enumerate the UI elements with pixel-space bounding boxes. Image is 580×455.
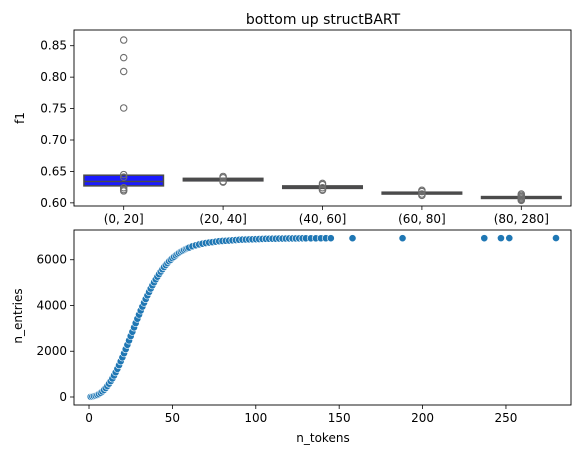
box-outlier <box>119 36 128 44</box>
x-tick-label: (60, 80] <box>398 212 446 226</box>
y-tick-label: 0.85 <box>40 39 67 53</box>
box-outlier <box>119 170 128 179</box>
y-tick-label: 2000 <box>36 344 67 358</box>
scatter-point <box>505 234 514 242</box>
box-outlier <box>219 173 227 182</box>
x-tick-label: (80, 280] <box>494 212 549 226</box>
y-tick-label: 0 <box>59 390 67 404</box>
box-series <box>83 36 562 205</box>
x-tick-label: 100 <box>244 411 267 425</box>
box-outlier <box>219 178 227 186</box>
x-tick-label: 0 <box>85 411 93 425</box>
y-tick-label: 0.65 <box>40 164 67 178</box>
box-outlier <box>119 104 128 112</box>
box-outlier <box>418 191 426 200</box>
boxplot-frame <box>73 29 572 207</box>
x-tick-label: 150 <box>328 411 351 425</box>
x-tick-label: (40, 60] <box>299 212 347 226</box>
scatter-frame <box>73 229 572 406</box>
x-tick-label: 250 <box>495 411 518 425</box>
scatter-point <box>348 234 357 243</box>
y-tick-label: 0.70 <box>40 133 67 147</box>
box-outlier <box>119 187 128 195</box>
y-axis-label: f1 <box>13 112 27 124</box>
x-tick-label: 200 <box>411 411 434 425</box>
y-tick-label: 0.60 <box>40 196 67 210</box>
y-tick-label: 6000 <box>36 253 67 267</box>
y-tick-label: 0.80 <box>40 70 67 84</box>
box-outlier <box>119 173 128 181</box>
chart-title: bottom up structBART <box>246 12 401 28</box>
box-outlier <box>119 67 128 76</box>
y-axis-ticks: 0 2000 4000 6000 <box>36 253 74 404</box>
boxplot-panel: bottom up structBART 0.60 0.65 0.70 0.75 0.8… <box>13 12 572 226</box>
x-tick-label: (0, 20] <box>104 212 144 226</box>
y-axis-ticks: 0.60 0.65 0.70 0.75 0.80 0.85 <box>40 39 74 210</box>
y-axis-label: n_entries <box>11 288 25 343</box>
box-outlier <box>517 196 526 205</box>
x-axis-ticks: (0, 20] (20, 40] (40, 60] (60, 80] (80, 280] <box>104 206 549 226</box>
box-outlier <box>418 187 426 196</box>
box-outlier <box>119 53 128 62</box>
y-tick-label: 0.75 <box>40 102 67 116</box>
y-tick-label: 4000 <box>36 298 67 312</box>
x-tick-label: (20, 40] <box>199 212 247 226</box>
box-outlier <box>318 186 327 195</box>
scatter-series <box>86 234 560 401</box>
scatter-plot-area <box>19 226 576 409</box>
x-axis-label: n_tokens <box>296 431 349 445</box>
box-outlier <box>318 180 327 189</box>
scatter-point <box>497 234 505 243</box>
x-tick-label: 50 <box>165 411 180 425</box>
scatter-point <box>480 234 489 243</box>
x-axis-ticks: 0 50 100 150 200 250 <box>85 405 517 425</box>
scatter-point <box>552 234 560 242</box>
scatter-point <box>326 234 335 243</box>
scatter-point <box>398 234 407 243</box>
